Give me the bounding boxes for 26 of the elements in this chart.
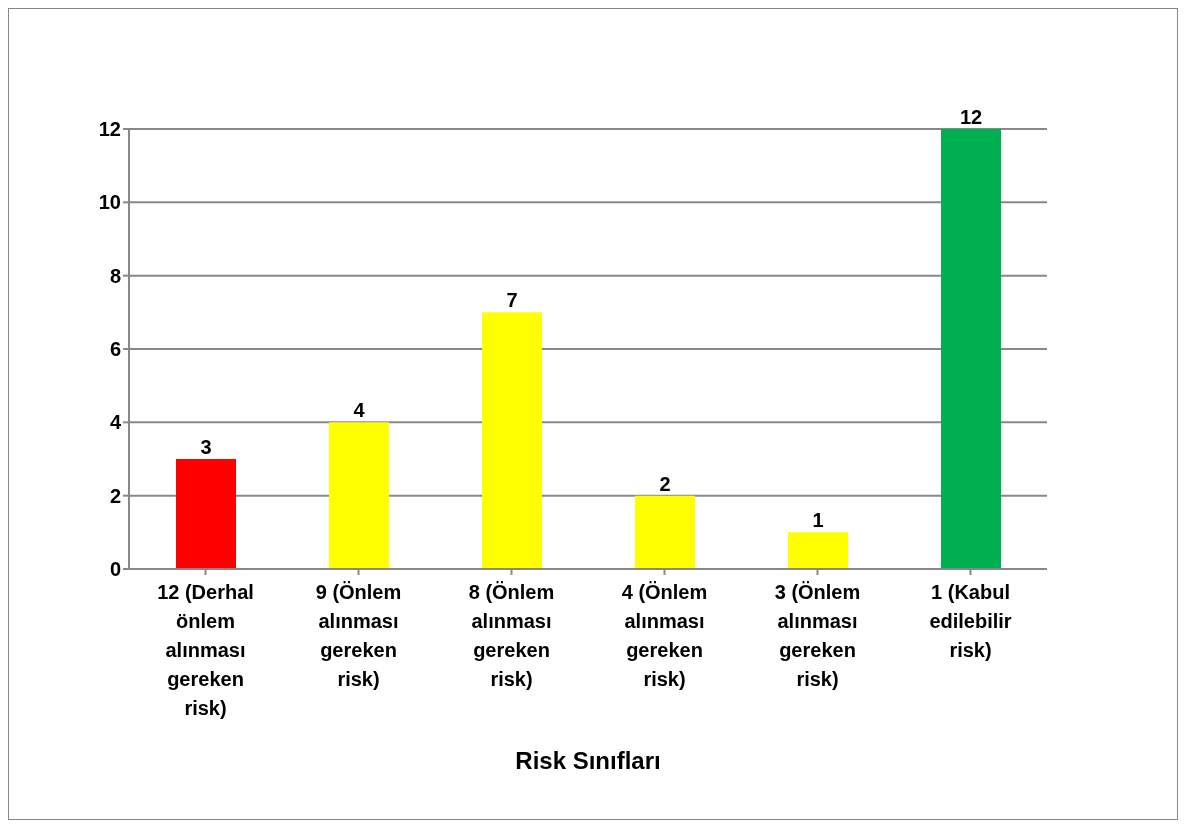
data-label: 4 [353, 399, 366, 422]
x-tick-label: 9 (Önlem alınması gereken risk) [315, 581, 402, 690]
y-tick-label: 2 [109, 484, 121, 507]
bar [635, 495, 695, 569]
x-tick-label: 8 (Önlem alınması gereken risk) [468, 581, 555, 690]
bar [482, 312, 542, 569]
y-tick-label: 6 [109, 338, 121, 361]
x-axis-title: Risk Sınıfları [515, 747, 661, 774]
bar [176, 459, 236, 569]
data-label: 3 [200, 436, 212, 458]
bar [788, 532, 848, 569]
y-tick-label: 12 [98, 118, 121, 141]
y-tick-label: 10 [98, 191, 121, 214]
x-tick-label: 3 (Önlem alınması gereken risk) [774, 581, 861, 690]
bar [941, 129, 1001, 569]
data-label: 2 [659, 472, 671, 495]
data-label: 1 [812, 509, 824, 532]
x-tick-label: 4 (Önlem alınması gereken risk) [621, 581, 708, 690]
data-label: 12 [959, 106, 983, 128]
bar [329, 422, 389, 569]
y-tick-label: 4 [109, 411, 122, 434]
x-tick-label: 1 (Kabul edilebilir risk) [929, 581, 1012, 661]
y-tick-label: 0 [109, 558, 121, 581]
y-tick-label: 8 [109, 264, 121, 287]
data-label: 7 [506, 289, 518, 312]
x-tick-label: 12 (Derhal önlem alınması gereken risk) [157, 581, 254, 719]
